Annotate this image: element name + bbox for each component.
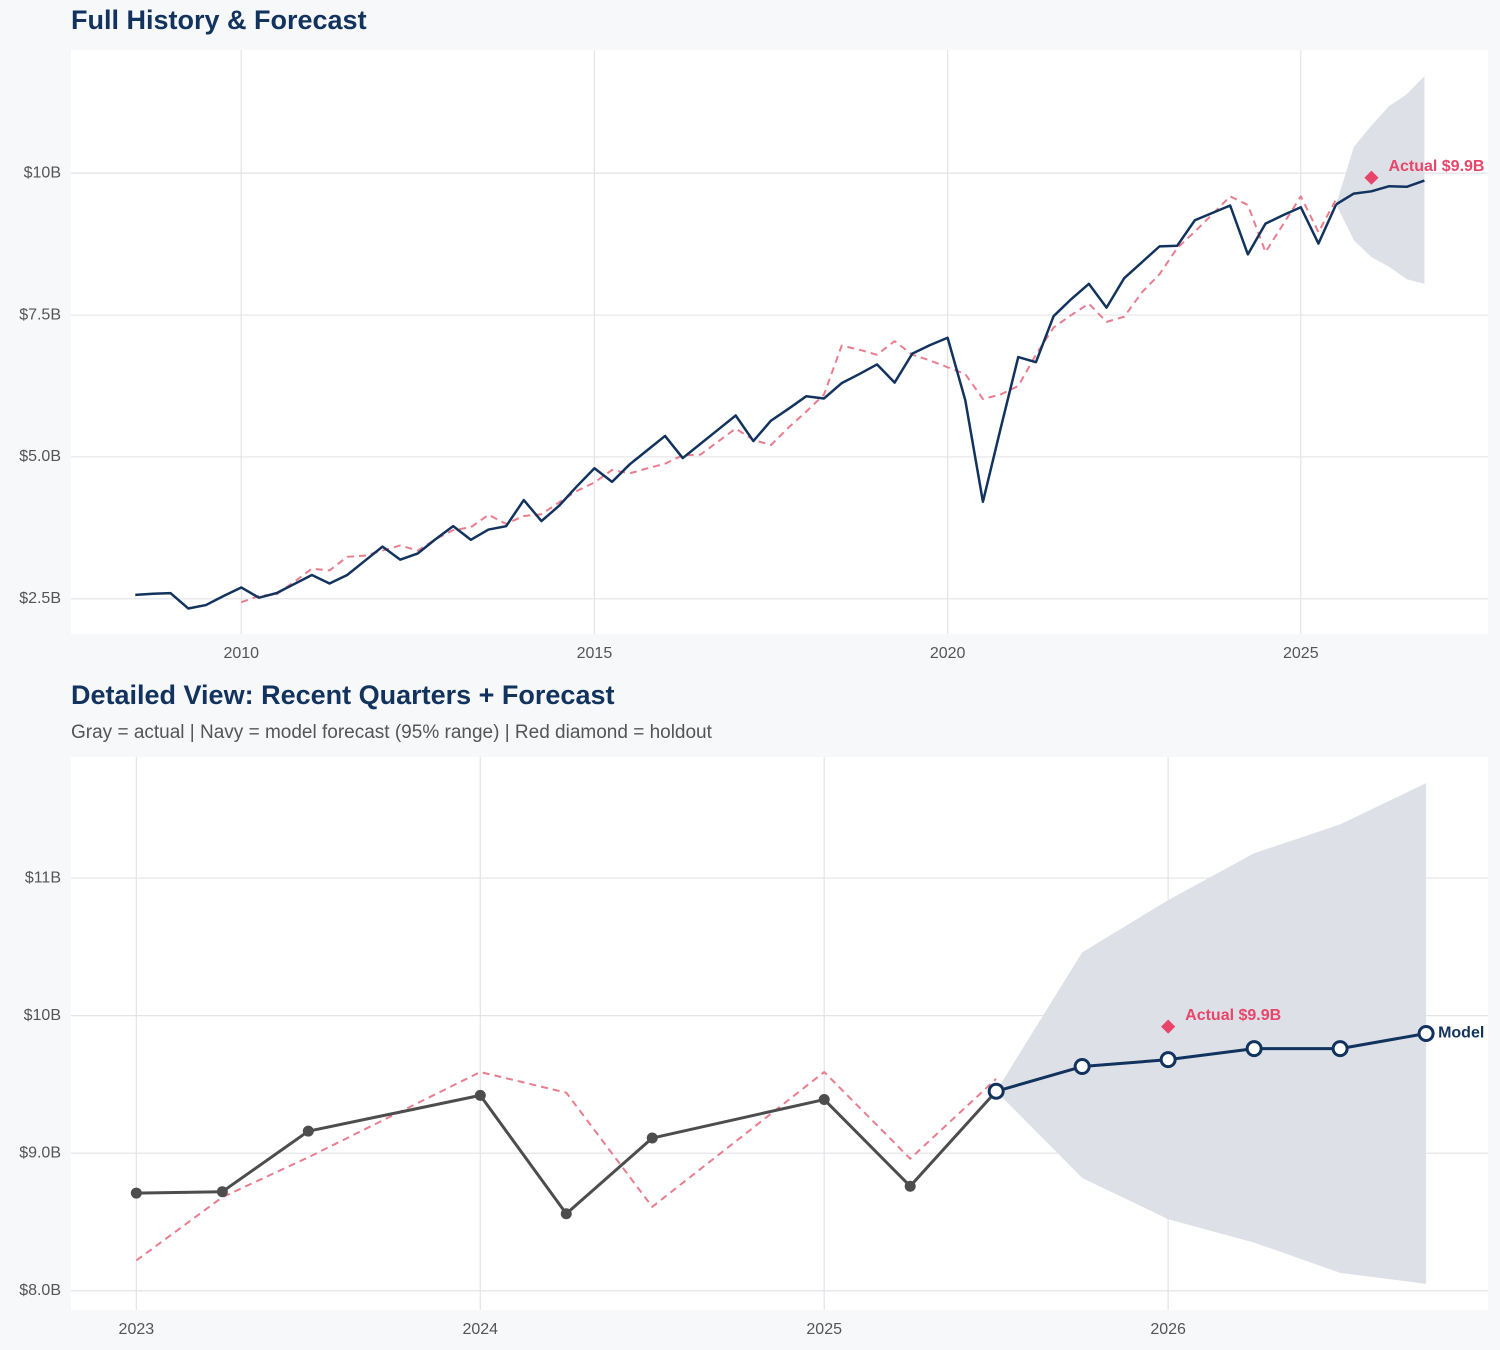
data-point: [1417, 1025, 1435, 1042]
x-tick-label: 2010: [223, 645, 259, 662]
y-tick-label: $9.0B: [19, 1144, 61, 1161]
data-point: [646, 1132, 658, 1144]
data-point: [1331, 1040, 1349, 1058]
x-tick-label: 2023: [119, 1321, 155, 1338]
data-point: [818, 1094, 830, 1106]
chart-title: Detailed View: Recent Quarters + Forecas…: [71, 680, 614, 710]
data-point: [302, 1125, 314, 1137]
x-tick-label: 2024: [462, 1321, 498, 1338]
x-tick-label: 2015: [577, 645, 613, 662]
chart-title: Full History & Forecast: [71, 5, 367, 35]
y-tick-label: $7.5B: [19, 306, 61, 323]
data-point: [560, 1208, 572, 1220]
series-line: [1335, 179, 1425, 206]
y-tick-label: $10B: [24, 1007, 61, 1024]
x-tick-label: 2025: [806, 1321, 842, 1338]
data-point: [474, 1089, 486, 1101]
data-point: [904, 1180, 916, 1192]
y-tick-label: $11B: [25, 869, 61, 886]
x-tick-label: 2025: [1283, 645, 1319, 662]
x-tick-label: 2020: [930, 645, 966, 662]
data-point: [1073, 1058, 1091, 1076]
y-tick-label: $10B: [24, 164, 61, 181]
series-line: [135, 203, 1338, 610]
data-point: [987, 1082, 1005, 1100]
y-tick-label: $5.0B: [19, 448, 61, 465]
forecast-band: [1336, 76, 1425, 284]
x-tick-label: 2026: [1150, 1321, 1186, 1338]
series-line: [135, 1071, 997, 1262]
holdout-label: Actual $9.9B: [1185, 1007, 1281, 1024]
data-point: [216, 1186, 228, 1198]
series-line: [240, 195, 1338, 604]
y-tick-label: $2.5B: [19, 590, 61, 607]
forecast-band: [996, 783, 1427, 1284]
data-point: [130, 1187, 142, 1199]
series-line: [995, 1032, 1427, 1093]
y-tick-label: $8.0B: [19, 1282, 61, 1299]
holdout-label: Actual $9.9B: [1388, 158, 1484, 175]
data-point: [1159, 1051, 1177, 1069]
plot-area: [71, 50, 1488, 634]
chart-subtitle: Gray = actual | Navy = model forecast (9…: [71, 722, 713, 743]
end-label: Model: [1438, 1025, 1484, 1042]
holdout-marker: [1364, 170, 1379, 185]
data-point: [1245, 1040, 1263, 1058]
